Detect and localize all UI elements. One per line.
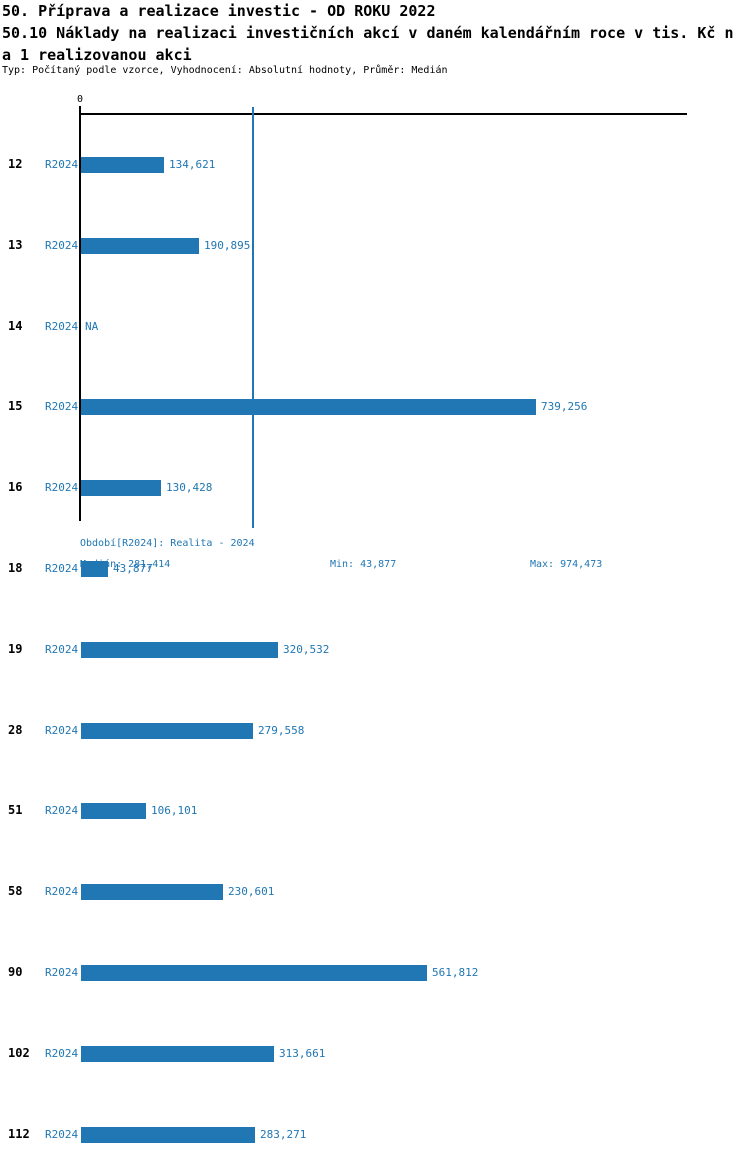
chart-row: 12 R2024 134,621	[0, 153, 750, 177]
chart-row: 16 R2024 130,428	[0, 476, 750, 500]
bar-value-label: 43,877	[113, 561, 153, 575]
bar-value-label: 106,101	[151, 804, 198, 818]
value-bar	[81, 237, 199, 254]
row-period-label: R2024	[45, 804, 79, 818]
bar-value-label: 190,895	[204, 238, 251, 252]
value-bar	[81, 1045, 274, 1062]
row-period-label: R2024	[45, 158, 79, 171]
row-id-label: 13	[8, 237, 23, 252]
bar-rows-container: 12 R2024 134,621 13 R2024 190,895 14 R20…	[0, 115, 750, 1164]
bar-value-label: 279,558	[258, 723, 305, 737]
value-bar	[81, 884, 223, 901]
footer-min-stat: Min: 43,877	[330, 559, 397, 570]
chart-subtitle-line1: 50.10 Náklady na realizaci investičních …	[2, 24, 734, 42]
plot-top-border	[79, 113, 687, 115]
chart-row: 14 R2024 NA	[0, 315, 750, 339]
chart-row: 112 R2024 283,271	[0, 1123, 750, 1147]
row-id-label: 112	[8, 1126, 30, 1141]
value-bar	[81, 964, 427, 981]
page-title: 50. Příprava a realizace investic - OD R…	[2, 2, 436, 20]
value-bar	[81, 560, 108, 577]
axis-origin-label: 0	[76, 94, 84, 105]
value-bar	[81, 157, 164, 173]
row-period-label: R2024	[45, 1046, 79, 1060]
chart-row: 19 R2024 320,532	[0, 638, 750, 662]
row-id-label: 12	[8, 157, 23, 171]
row-period-label: R2024	[45, 723, 79, 737]
value-bar	[81, 399, 536, 416]
row-id-label: 102	[8, 1045, 30, 1060]
bar-value-label: 320,532	[283, 642, 330, 656]
row-period-label: R2024	[45, 885, 79, 899]
footer-median-stat: Medián: 281,414	[80, 559, 171, 570]
row-period-label: R2024	[45, 561, 79, 575]
chart-meta-line: Typ: Počítaný podle vzorce, Vyhodnocení:…	[2, 65, 448, 76]
row-id-label: 19	[8, 641, 23, 656]
bar-value-label: 313,661	[279, 1046, 326, 1060]
row-period-label: R2024	[45, 965, 79, 979]
chart-row: 15 R2024 739,256	[0, 395, 750, 419]
row-period-label: R2024	[45, 642, 79, 656]
row-period-label: R2024	[45, 238, 79, 252]
y-axis-line	[79, 106, 81, 521]
bar-value-label: 230,601	[228, 885, 275, 899]
chart-row: 18 R2024 43,877	[0, 557, 750, 581]
row-id-label: 28	[8, 722, 23, 737]
value-bar	[81, 722, 253, 739]
bar-value-label: 739,256	[541, 400, 588, 414]
median-reference-line	[252, 107, 254, 528]
row-id-label: 58	[8, 884, 23, 899]
row-id-label: 15	[8, 399, 23, 414]
chart-subtitle-line2: a 1 realizovanou akci	[2, 46, 192, 64]
row-id-label: 51	[8, 803, 23, 818]
row-id-label: 18	[8, 560, 23, 575]
footer-period-label: Období[R2024]: Realita - 2024	[80, 538, 255, 549]
row-id-label: 14	[8, 318, 23, 333]
value-bar	[81, 480, 161, 497]
row-period-label: R2024	[45, 400, 79, 414]
row-id-label: 90	[8, 964, 23, 979]
bar-value-label: 283,271	[260, 1127, 307, 1141]
bar-value-label: NA	[85, 319, 99, 333]
chart-row: 102 R2024 313,661	[0, 1042, 750, 1066]
chart-row: 13 R2024 190,895	[0, 234, 750, 258]
row-period-label: R2024	[45, 481, 79, 495]
row-period-label: R2024	[45, 319, 79, 333]
bar-value-label: 134,621	[169, 158, 216, 171]
chart-row: 90 R2024 561,812	[0, 961, 750, 985]
value-bar	[81, 1126, 255, 1143]
value-bar	[81, 803, 146, 820]
row-id-label: 16	[8, 480, 23, 495]
bar-value-label: 130,428	[166, 481, 213, 495]
value-bar	[81, 641, 278, 658]
chart-row: 51 R2024 106,101	[0, 799, 750, 823]
bar-value-label: 561,812	[432, 965, 479, 979]
chart-row: 58 R2024 230,601	[0, 880, 750, 904]
footer-max-stat: Max: 974,473	[530, 559, 603, 570]
row-period-label: R2024	[45, 1127, 79, 1141]
chart-row: 28 R2024 279,558	[0, 719, 750, 743]
